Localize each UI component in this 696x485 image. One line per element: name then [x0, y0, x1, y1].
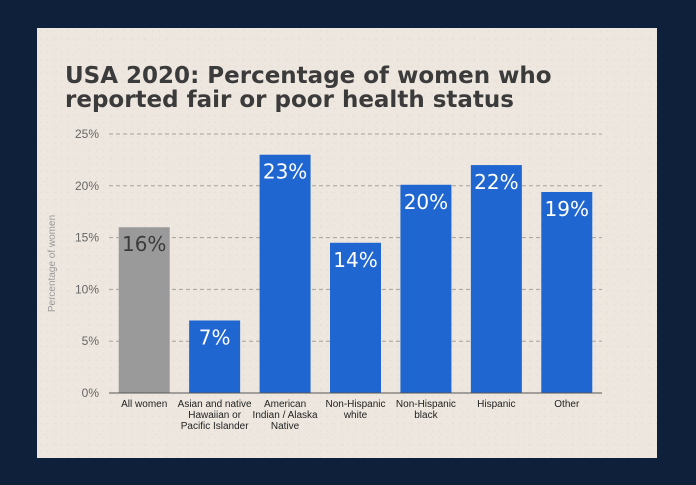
data-label: 23%	[263, 160, 307, 184]
bar	[330, 242, 381, 393]
data-label: 22%	[474, 170, 518, 194]
data-label: 20%	[404, 190, 448, 214]
bar	[470, 165, 522, 393]
y-tick-label: 5%	[82, 334, 100, 348]
y-tick-label: 0%	[82, 386, 100, 400]
x-tick-label: American Indian / Alaska Native	[253, 399, 318, 432]
bar	[400, 184, 452, 393]
y-axis-label: Percentage of women	[47, 215, 58, 312]
chart-card: USA 2020: Percentage of women who report…	[37, 28, 657, 458]
x-tick-label: Non-Hispanic black	[396, 399, 456, 421]
bar	[189, 320, 241, 393]
x-tick-label: Non-Hispanic white	[325, 399, 385, 421]
data-label: 19%	[545, 197, 589, 221]
data-label: 16%	[122, 232, 166, 256]
bar	[541, 192, 593, 393]
data-label: 14%	[333, 248, 377, 272]
y-tick-label: 10%	[75, 282, 99, 296]
bar	[259, 154, 311, 393]
y-tick-label: 25%	[75, 127, 99, 141]
data-label: 7%	[199, 325, 231, 349]
y-tick-label: 20%	[75, 179, 99, 193]
bar	[118, 227, 170, 393]
bar-chart: 0% 5% 10% 15% 20% 25% Percentage of women 16% Al…	[47, 127, 602, 432]
y-tick-label: 15%	[75, 231, 99, 245]
x-tick-label: All women	[121, 399, 167, 410]
x-tick-label: Asian and native Hawaiian or Pacific Islan…	[178, 399, 252, 432]
x-tick-label: Other	[554, 399, 580, 410]
x-tick-label: Hispanic	[477, 399, 515, 410]
chart-title: USA 2020: Percentage of women who report…	[65, 63, 552, 113]
